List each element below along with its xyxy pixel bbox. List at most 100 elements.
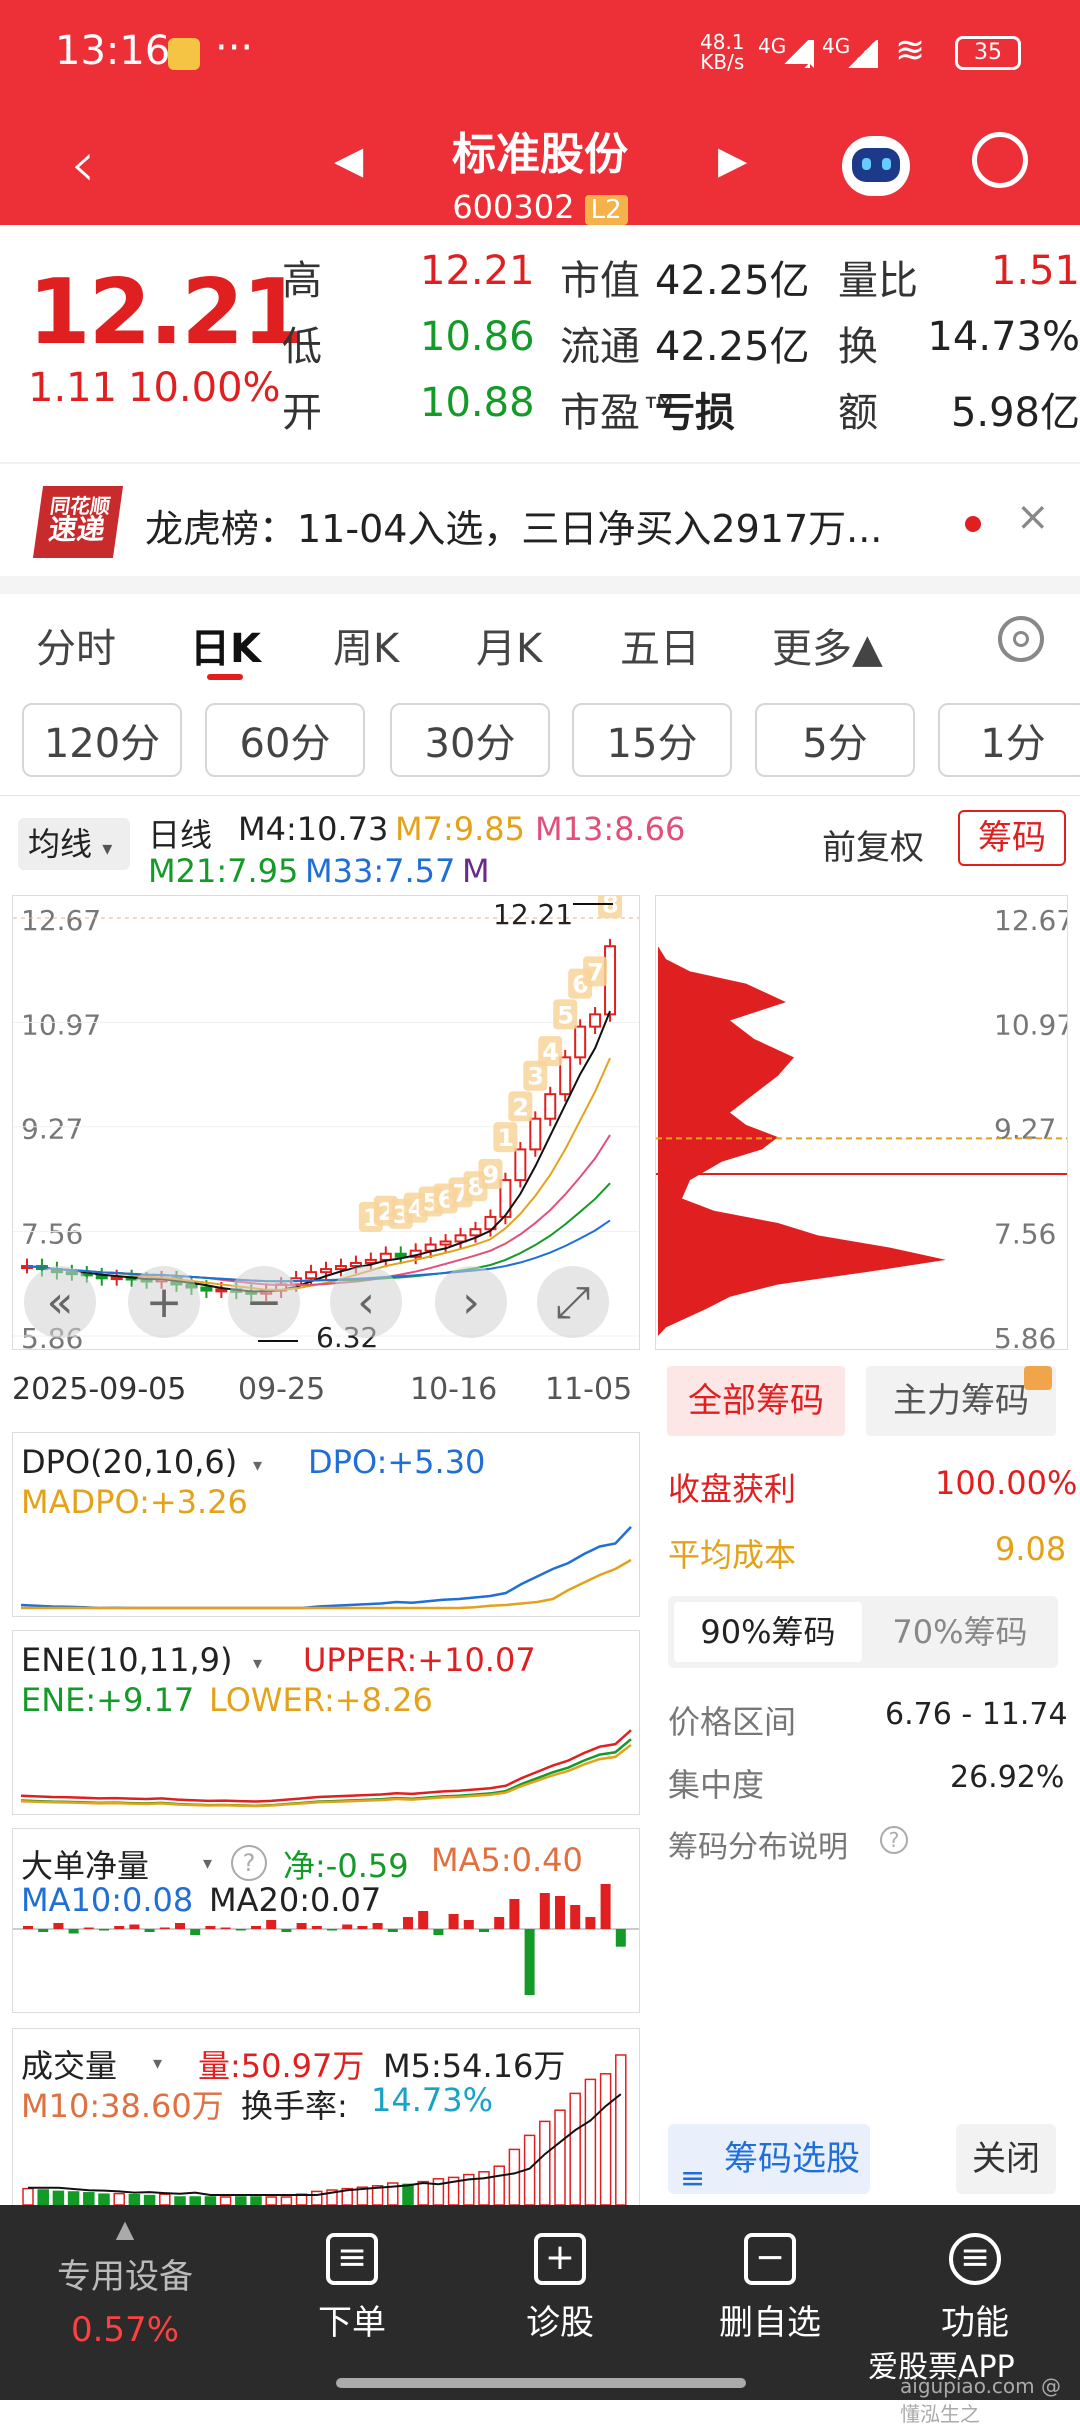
chip-y-tick: 10.97 — [994, 1008, 1067, 1041]
period-3[interactable]: 15分 — [572, 703, 732, 777]
quote-value-v3: 1.51 — [990, 248, 1080, 294]
volume-bar — [22, 2187, 34, 2205]
dpo-panel[interactable]: DPO(20,10,6) ▾ DPO:+5.30 MADPO:+3.26 — [12, 1432, 640, 1617]
volume-bar — [539, 2120, 551, 2205]
period-4[interactable]: 5分 — [755, 703, 915, 777]
home-indicator[interactable] — [336, 2378, 746, 2388]
chip-stock-select-button[interactable]: ≡ 筹码选股 — [668, 2124, 870, 2196]
big-order-bar — [387, 1929, 398, 1932]
avg-cost-value: 9.08 — [995, 1530, 1067, 1568]
help-icon[interactable]: ? — [880, 1826, 908, 1854]
news-text[interactable]: 龙虎榜：11-04入选，三日净买入2917万... — [145, 507, 883, 551]
quote-value-v1: 12.21 — [420, 248, 535, 294]
diagnose-button[interactable]: + 诊股 — [490, 2205, 630, 2400]
avg-cost-label: 平均成本 — [668, 1536, 797, 1574]
price-change: 1.11 — [28, 365, 118, 411]
remove-icon: − — [744, 2233, 796, 2285]
quote-value-v2: 亏损 — [655, 390, 735, 436]
tab-70-chips[interactable]: 70%筹码 — [892, 1613, 1028, 1651]
chip-y-tick: 12.67 — [994, 904, 1067, 937]
dropdown-icon[interactable]: ▾ — [203, 1853, 213, 1874]
tab-fenshi[interactable]: 分时 — [36, 626, 116, 672]
chip-explain-link[interactable]: 筹码分布说明 — [668, 1830, 848, 1865]
tab-more[interactable]: 更多▲ — [772, 626, 883, 672]
high-marker: 12.21 — [493, 898, 574, 931]
period-2[interactable]: 30分 — [390, 703, 550, 777]
close-chip-button[interactable]: 关闭 — [956, 2124, 1056, 2194]
volume-bar — [52, 2190, 65, 2205]
function-icon: ≡ — [949, 2233, 1001, 2285]
sequence-marker: 7 — [583, 956, 608, 987]
close-icon[interactable]: × — [1016, 494, 1050, 540]
adjust-mode[interactable]: 前复权 — [822, 828, 924, 868]
ma-line-33 — [26, 1219, 611, 1283]
battery-icon: 35 — [955, 36, 1021, 70]
scroll-left-icon[interactable]: ‹ — [330, 1266, 402, 1338]
function-button[interactable]: ≡ 功能 — [905, 2205, 1045, 2400]
tab-90-chips[interactable]: 90%筹码 — [674, 1602, 862, 1662]
period-0[interactable]: 120分 — [22, 703, 182, 777]
ene-panel[interactable]: ENE(10,11,9) ▾ UPPER:+10.07 ENE:+9.17 LO… — [12, 1630, 640, 1815]
big-order-bar — [570, 1905, 581, 1929]
indicator-line — [20, 1729, 632, 1803]
prev-stock-icon[interactable]: ◀ — [334, 138, 364, 182]
candle-body — [439, 1240, 452, 1246]
search-icon[interactable] — [972, 132, 1028, 188]
period-5[interactable]: 1分 — [938, 703, 1080, 777]
price-range-value: 6.76 - 11.74 — [885, 1697, 1068, 1732]
chouma-toggle[interactable]: 筹码 — [958, 810, 1066, 866]
ma-selector[interactable]: 均线 ▾ — [18, 818, 130, 870]
news-banner[interactable]: 同花顺 速递 龙虎榜：11-04入选，三日净买入2917万... × — [0, 464, 1080, 576]
big-order-bar — [53, 1923, 64, 1929]
candle-body — [544, 1093, 557, 1120]
tab-monthly-k[interactable]: 月K — [476, 626, 543, 672]
chart-tabs: 分时 日K 周K 月K 五日 更多▲ — [0, 594, 1080, 689]
dropdown-icon[interactable]: ▾ — [253, 1455, 263, 1476]
settings-icon[interactable] — [998, 616, 1044, 662]
remove-watchlist-button[interactable]: − 删自选 — [700, 2205, 840, 2400]
kline-chart[interactable]: 12.6710.979.277.565.8612345678912345678 … — [12, 895, 640, 1354]
divider — [0, 462, 1080, 464]
tab-daily-k[interactable]: 日K — [190, 626, 261, 672]
order-button[interactable]: ≡ 下单 — [282, 2205, 422, 2400]
big-order-bar — [220, 1927, 231, 1929]
kline-type: 日线 — [148, 816, 213, 854]
industry-button[interactable]: ▲ 专用设备 0.57% — [0, 2205, 250, 2400]
volume-name[interactable]: 成交量 — [21, 2047, 118, 2085]
period-1[interactable]: 60分 — [205, 703, 365, 777]
next-stock-icon[interactable]: ▶ — [718, 138, 748, 182]
volume-bar — [432, 2178, 445, 2205]
sequence-marker: 3 — [523, 1060, 548, 1091]
zoom-in-icon[interactable]: + — [128, 1266, 200, 1338]
scroll-left-fast-icon[interactable]: « — [24, 1266, 96, 1338]
big-order-panel[interactable]: 大单净量 ▾ ? 净:-0.59 MA5:0.40 MA10:0.08 MA20… — [12, 1828, 640, 2013]
tab-weekly-k[interactable]: 周K — [333, 626, 400, 672]
quote-key-k3: 量比 — [838, 258, 918, 304]
signal-bars-icon-2 — [846, 40, 878, 68]
big-order-name[interactable]: 大单净量 — [21, 1847, 150, 1885]
zoom-out-icon[interactable]: − — [228, 1266, 300, 1338]
profit-label: 收盘获利 — [668, 1470, 797, 1508]
tab-five-day[interactable]: 五日 — [620, 626, 700, 672]
robot-assistant-icon[interactable] — [842, 136, 910, 196]
dpo-name[interactable]: DPO(20,10,6) — [21, 1443, 238, 1481]
tab-all-chips[interactable]: 全部筹码 — [667, 1366, 845, 1436]
sequence-marker: 8 — [598, 896, 623, 918]
quote-value-v2: 42.25亿 — [655, 258, 810, 304]
ene-name[interactable]: ENE(10,11,9) — [21, 1641, 233, 1679]
scroll-right-icon[interactable]: › — [435, 1266, 507, 1338]
dropdown-icon: ▾ — [102, 836, 113, 860]
help-icon[interactable]: ? — [231, 1845, 267, 1881]
chip-distribution[interactable]: 12.67 10.97 9.27 7.56 5.86 — [655, 895, 1068, 1350]
volume-bar — [67, 2191, 80, 2205]
dropdown-icon[interactable]: ▾ — [153, 2053, 163, 2074]
volume-panel[interactable]: 成交量 ▾ 量:50.97万 M5:54.16万 M10:38.60万 换手率:… — [12, 2028, 640, 2206]
ma21-value: M21:7.95 — [148, 852, 299, 890]
quote-key-k1: 开 — [282, 390, 322, 436]
big-order-bar — [68, 1929, 79, 1934]
volume-bar — [235, 2196, 247, 2205]
back-icon[interactable]: ‹ — [70, 128, 96, 202]
dropdown-icon[interactable]: ▾ — [253, 1653, 263, 1674]
sequence-marker: 4 — [538, 1036, 563, 1067]
fullscreen-icon[interactable]: ⤢ — [537, 1266, 609, 1338]
